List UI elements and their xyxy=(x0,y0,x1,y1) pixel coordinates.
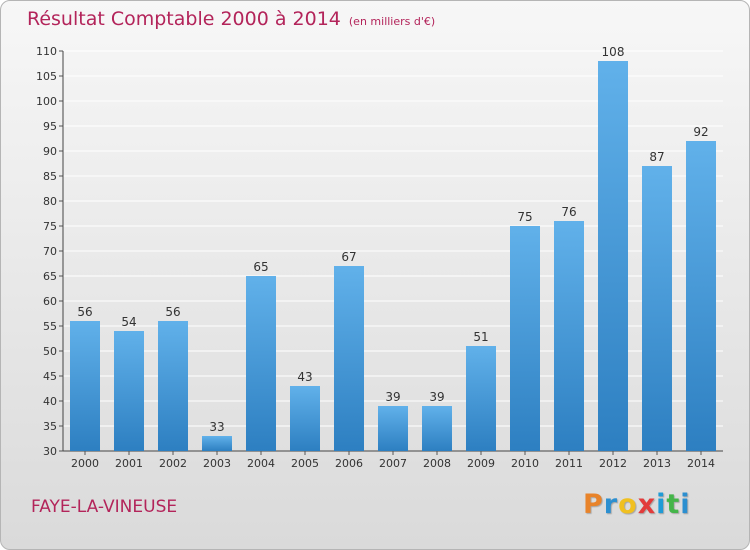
chart-unit: (en milliers d'€) xyxy=(348,15,436,28)
bar-value-label: 56 xyxy=(77,305,92,319)
x-tick-label: 2007 xyxy=(379,457,407,470)
y-tick-label: 40 xyxy=(43,395,57,408)
y-tick-label: 70 xyxy=(43,245,57,258)
y-tick-label: 85 xyxy=(43,170,57,183)
y-tick-label: 105 xyxy=(36,70,57,83)
bar xyxy=(598,61,628,451)
x-tick-label: 2003 xyxy=(203,457,231,470)
proxiti-logo: Proxiti xyxy=(583,489,691,520)
bar-value-label: 54 xyxy=(121,315,136,329)
bar xyxy=(466,346,496,451)
bar-value-label: 33 xyxy=(209,420,224,434)
y-tick-label: 95 xyxy=(43,120,57,133)
bars xyxy=(70,61,716,451)
x-tick-label: 2006 xyxy=(335,457,363,470)
x-tick-label: 2011 xyxy=(555,457,583,470)
bar xyxy=(334,266,364,451)
bar xyxy=(642,166,672,451)
bar xyxy=(70,321,100,451)
bar-value-label: 92 xyxy=(693,125,708,139)
x-tick-label: 2002 xyxy=(159,457,187,470)
bar-value-label: 65 xyxy=(253,260,268,274)
axes: 30 35 40 45 50 55 60 65 70 75 80 85 90 95 100 105 110 200… xyxy=(36,45,723,470)
bar xyxy=(378,406,408,451)
y-tick-label: 90 xyxy=(43,145,57,158)
bar-value-label: 67 xyxy=(341,250,356,264)
y-tick-label: 80 xyxy=(43,195,57,208)
chart-title-block: Résultat Comptable 2000 à 2014 (en millie… xyxy=(27,8,435,30)
logo-letter: t xyxy=(666,489,681,520)
bar xyxy=(422,406,452,451)
y-tick-label: 110 xyxy=(36,45,57,58)
x-tick-label: 2009 xyxy=(467,457,495,470)
y-tick-label: 45 xyxy=(43,370,57,383)
bar xyxy=(510,226,540,451)
y-tick-label: 60 xyxy=(43,295,57,308)
y-tick-label: 50 xyxy=(43,345,57,358)
x-tick-label: 2010 xyxy=(511,457,539,470)
x-tick-label: 2014 xyxy=(687,457,715,470)
bar-value-label: 75 xyxy=(517,210,532,224)
x-tick-label: 2013 xyxy=(643,457,671,470)
bar xyxy=(290,386,320,451)
logo-letter: P xyxy=(583,489,604,520)
y-tick-label: 75 xyxy=(43,220,57,233)
x-tick-label: 2008 xyxy=(423,457,451,470)
x-tick-label: 2012 xyxy=(599,457,627,470)
x-tick-label: 2004 xyxy=(247,457,275,470)
chart-title: Résultat Comptable 2000 à 2014 xyxy=(27,8,341,30)
bar-value-label: 43 xyxy=(297,370,312,384)
x-tick-label: 2001 xyxy=(115,457,143,470)
commune-name: FAYE-LA-VINEUSE xyxy=(31,497,178,517)
y-tick-label: 55 xyxy=(43,320,57,333)
logo-letter: r xyxy=(603,489,619,520)
y-tick-label: 35 xyxy=(43,420,57,433)
y-tick-label: 65 xyxy=(43,270,57,283)
value-labels: 56 54 56 33 65 43 67 39 39 51 75 76 108 87 92 xyxy=(77,45,708,434)
bar-value-label: 87 xyxy=(649,150,664,164)
logo-letter: o xyxy=(618,489,638,520)
x-tick-label: 2005 xyxy=(291,457,319,470)
bar xyxy=(686,141,716,451)
bar xyxy=(202,436,232,451)
logo-letter: x xyxy=(637,489,657,520)
logo-letter: i xyxy=(656,489,667,520)
bar xyxy=(554,221,584,451)
bar-value-label: 108 xyxy=(602,45,625,59)
y-tick-label: 30 xyxy=(43,445,57,458)
x-tick-label: 2000 xyxy=(71,457,99,470)
logo-letter: i xyxy=(680,489,691,520)
bar xyxy=(158,321,188,451)
bar xyxy=(114,331,144,451)
bar-value-label: 39 xyxy=(385,390,400,404)
y-tick-label: 100 xyxy=(36,95,57,108)
bar-value-label: 51 xyxy=(473,330,488,344)
bar-value-label: 39 xyxy=(429,390,444,404)
bar-value-label: 56 xyxy=(165,305,180,319)
bar-value-label: 76 xyxy=(561,205,576,219)
bar xyxy=(246,276,276,451)
